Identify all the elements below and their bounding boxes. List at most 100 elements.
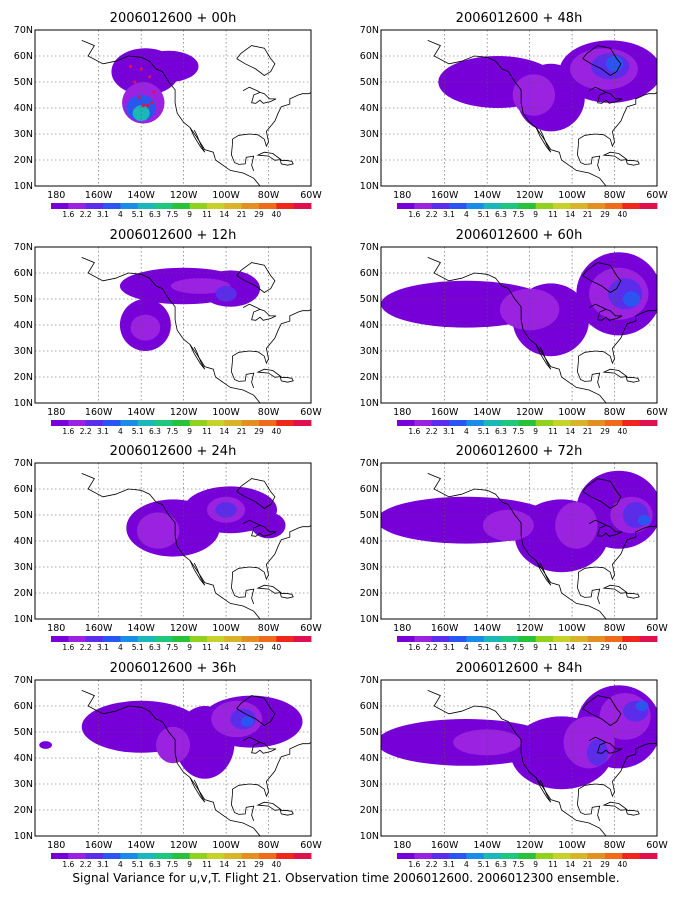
observation-point: [139, 67, 143, 71]
variance-region: [132, 105, 150, 121]
colorbar-swatch: [518, 420, 537, 426]
variance-region: [136, 512, 180, 549]
coastline: [582, 478, 622, 509]
colorbar-swatch: [85, 636, 104, 642]
x-tick-label: 140W: [473, 623, 501, 634]
y-tick-label: 70N: [14, 25, 33, 36]
x-tick-label: 100W: [212, 190, 240, 201]
colorbar-swatch: [68, 420, 87, 426]
colorbar-swatch: [622, 853, 641, 859]
colorbar-label: 21: [583, 210, 593, 219]
variance-region: [555, 502, 598, 549]
colorbar-swatch: [605, 853, 623, 859]
y-tick-label: 70N: [14, 675, 33, 686]
colorbar-label: 29: [254, 210, 264, 219]
colorbar-swatch: [414, 203, 433, 209]
colorbar-swatch: [622, 420, 641, 426]
x-tick-label: 180: [47, 840, 65, 851]
colorbar-label: 11: [202, 427, 212, 436]
y-tick-label: 30N: [14, 346, 33, 357]
colorbar-swatch: [276, 636, 295, 642]
x-tick-label: 140W: [473, 407, 501, 418]
colorbar-swatch: [414, 636, 433, 642]
plot-area: [381, 680, 657, 836]
colorbar-label: 3.1: [443, 427, 455, 436]
y-tick-label: 50N: [360, 510, 379, 521]
y-tick-label: 60N: [360, 51, 379, 62]
coastline: [582, 695, 622, 726]
x-tick-label: 80W: [604, 623, 626, 634]
x-tick-label: 100W: [558, 407, 586, 418]
x-tick-label: 60W: [646, 840, 668, 851]
coastline: [588, 519, 623, 537]
colorbar-swatch: [85, 853, 104, 859]
variance-region: [251, 512, 286, 539]
coastline: [427, 40, 607, 186]
colorbar-label: 9: [533, 210, 538, 219]
coastline: [189, 127, 206, 153]
panel-title: 2006012600 + 60h: [456, 228, 583, 243]
plot-area: [35, 680, 311, 836]
colorbar-swatch: [293, 203, 312, 209]
colorbar-swatch: [259, 420, 277, 426]
colorbar-label: 40: [272, 210, 282, 219]
y-tick-label: 50N: [360, 727, 379, 738]
variance-region: [130, 314, 161, 341]
colorbar-label: 29: [600, 210, 610, 219]
colorbar-label: 9: [533, 860, 538, 869]
figure-caption: Signal Variance for u,v,T. Flight 21. Ob…: [72, 871, 620, 885]
island-outline: [279, 592, 294, 599]
colorbar-label: 3.1: [443, 860, 455, 869]
x-tick-label: 120W: [516, 407, 544, 418]
variance-region: [156, 726, 190, 764]
colorbar-swatch: [587, 636, 606, 642]
colorbar-swatch: [501, 420, 519, 426]
colorbar-label: 40: [272, 427, 282, 436]
panel-title: 2006012600 + 72h: [456, 444, 583, 459]
panel-6: 2006012600 + 72h 180 160W 140W 120W 100W 80W 60…: [360, 444, 669, 652]
y-tick-label: 50N: [360, 77, 379, 88]
x-tick-label: 120W: [170, 623, 198, 634]
colorbar-swatch: [483, 853, 502, 859]
x-tick-label: 80W: [604, 407, 626, 418]
colorbar-swatch: [605, 636, 623, 642]
x-tick-label: 100W: [558, 623, 586, 634]
colorbar-swatch: [449, 853, 467, 859]
colorbar-label: 7.5: [512, 427, 524, 436]
colorbar-label: 7.5: [166, 860, 178, 869]
colorbar-swatch: [518, 853, 537, 859]
coastline: [535, 560, 552, 586]
colorbar-swatch: [553, 203, 571, 209]
x-tick-label: 60W: [300, 623, 322, 634]
colorbar-swatch: [120, 853, 139, 859]
colorbar-label: 4: [118, 860, 123, 869]
island-outline: [625, 592, 640, 599]
island-outline: [602, 368, 628, 378]
plot-area: [35, 30, 311, 186]
coastline: [588, 303, 623, 321]
panel-title: 2006012600 + 24h: [110, 444, 237, 459]
x-tick-label: 140W: [127, 840, 155, 851]
x-tick-label: 80W: [258, 190, 280, 201]
colorbar-label: 4: [464, 643, 469, 652]
coastline: [236, 45, 276, 76]
colorbar-swatch: [397, 420, 415, 426]
observation-point: [152, 90, 156, 94]
x-tick-label: 80W: [258, 623, 280, 634]
island-outline: [602, 151, 628, 161]
colorbar-swatch: [639, 636, 658, 642]
observation-point: [150, 101, 154, 105]
x-tick-label: 180: [47, 407, 65, 418]
coastline: [231, 92, 311, 148]
x-tick-label: 180: [393, 190, 411, 201]
colorbar-swatch: [172, 853, 191, 859]
x-tick-label: 100W: [558, 840, 586, 851]
observation-point: [128, 64, 133, 68]
plot-frame: [380, 29, 658, 187]
y-tick-label: 40N: [14, 536, 33, 547]
coastline: [81, 257, 261, 403]
colorbar-label: 40: [618, 860, 628, 869]
colorbar-label: 4: [118, 210, 123, 219]
colorbar-label: 21: [583, 427, 593, 436]
colorbar-swatch: [397, 853, 415, 859]
